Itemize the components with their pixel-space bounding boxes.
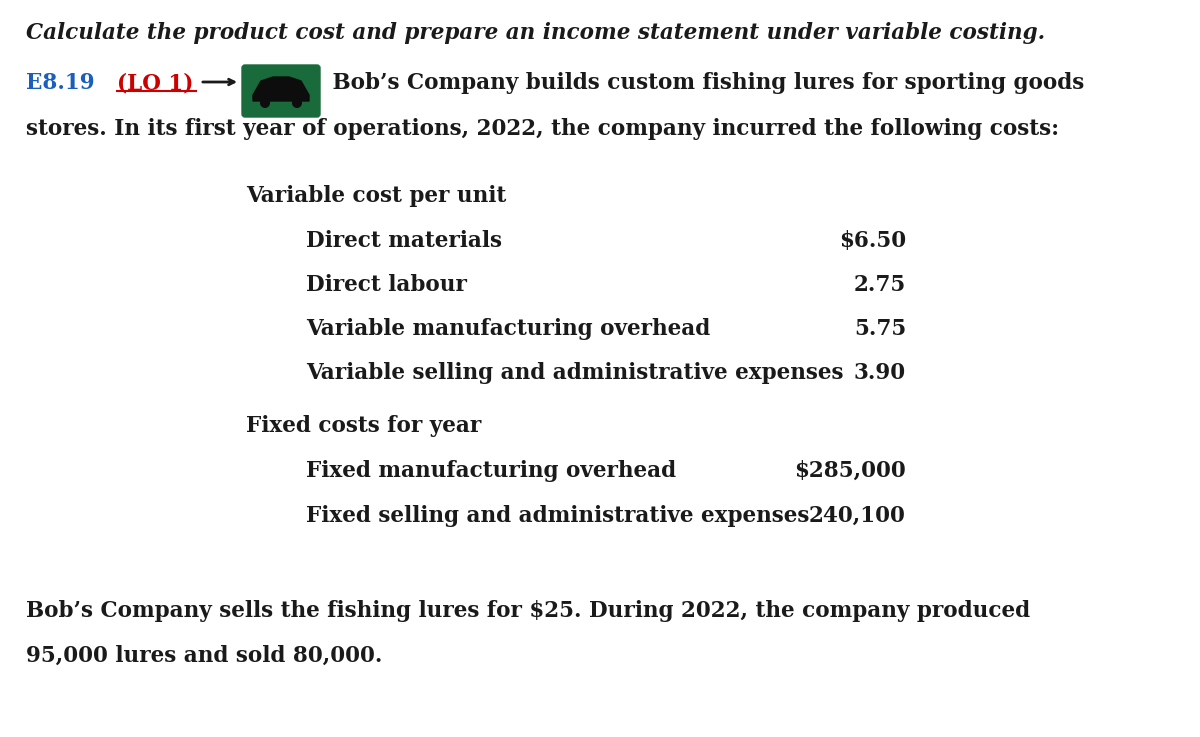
Text: Variable cost per unit: Variable cost per unit <box>246 185 506 207</box>
Text: $6.50: $6.50 <box>839 230 906 252</box>
Text: stores. In its first year of operations, 2022, the company incurred the followin: stores. In its first year of operations,… <box>26 118 1060 140</box>
Text: 2.75: 2.75 <box>853 274 906 296</box>
Text: Direct labour: Direct labour <box>306 274 467 296</box>
Text: Variable selling and administrative expenses: Variable selling and administrative expe… <box>306 362 844 384</box>
Text: Fixed selling and administrative expenses: Fixed selling and administrative expense… <box>306 505 809 527</box>
Text: 240,100: 240,100 <box>809 505 906 527</box>
Text: (LO 1): (LO 1) <box>118 72 193 94</box>
Text: E8.19: E8.19 <box>26 72 95 94</box>
Polygon shape <box>253 77 310 101</box>
FancyBboxPatch shape <box>242 65 320 117</box>
Text: Bob’s Company builds custom fishing lures for sporting goods: Bob’s Company builds custom fishing lure… <box>325 72 1085 94</box>
Text: $285,000: $285,000 <box>794 460 906 482</box>
Text: Calculate the product cost and prepare an income statement under variable costin: Calculate the product cost and prepare a… <box>26 22 1045 44</box>
Text: 95,000 lures and sold 80,000.: 95,000 lures and sold 80,000. <box>26 645 383 667</box>
Text: Fixed manufacturing overhead: Fixed manufacturing overhead <box>306 460 676 482</box>
Text: 5.75: 5.75 <box>853 318 906 340</box>
Text: Bob’s Company sells the fishing lures for $25. During 2022, the company produced: Bob’s Company sells the fishing lures fo… <box>26 600 1030 622</box>
Text: 3.90: 3.90 <box>854 362 906 384</box>
Text: Fixed costs for year: Fixed costs for year <box>246 415 481 437</box>
Text: Direct materials: Direct materials <box>306 230 502 252</box>
Text: Variable manufacturing overhead: Variable manufacturing overhead <box>306 318 710 340</box>
Circle shape <box>260 98 270 108</box>
Circle shape <box>292 98 302 108</box>
